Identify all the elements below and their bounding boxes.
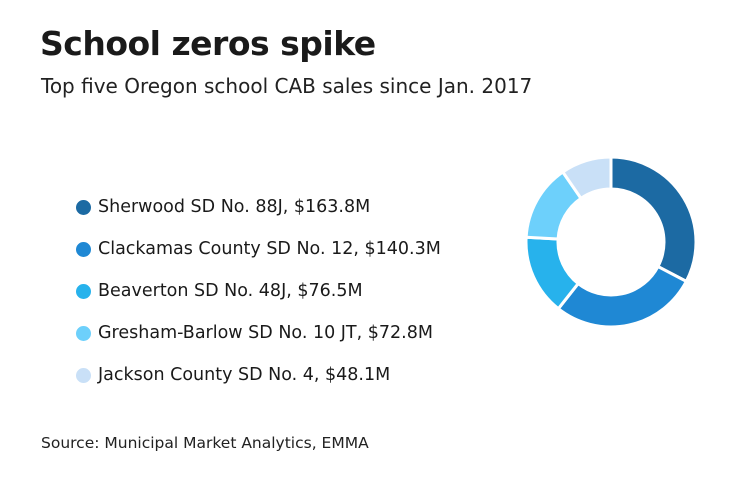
donut-slice-2 xyxy=(556,264,689,329)
source-note: Source: Municipal Market Analytics, EMMA xyxy=(41,434,369,452)
legend: Sherwood SD No. 88J, $163.8M Clackamas C… xyxy=(76,186,441,396)
legend-label: Gresham-Barlow SD No. 10 JT, $72.8M xyxy=(98,323,433,343)
legend-swatch xyxy=(76,367,91,383)
legend-item: Beaverton SD No. 48J, $76.5M xyxy=(76,270,441,312)
legend-label: Jackson County SD No. 4, $48.1M xyxy=(98,365,391,385)
legend-item: Gresham-Barlow SD No. 10 JT, $72.8M xyxy=(76,312,441,354)
legend-swatch xyxy=(76,325,91,341)
legend-label: Clackamas County SD No. 12, $140.3M xyxy=(98,239,441,259)
legend-label: Beaverton SD No. 48J, $76.5M xyxy=(98,281,363,301)
legend-swatch xyxy=(76,283,91,299)
donut-slice-1 xyxy=(609,155,698,284)
chart-title: School zeros spike xyxy=(40,24,376,63)
legend-swatch xyxy=(76,241,91,257)
legend-swatch xyxy=(76,199,91,215)
legend-item: Clackamas County SD No. 12, $140.3M xyxy=(76,228,441,270)
donut-slice-5 xyxy=(560,155,613,201)
legend-item: Jackson County SD No. 4, $48.1M xyxy=(76,354,441,396)
legend-item: Sherwood SD No. 88J, $163.8M xyxy=(76,186,441,228)
legend-label: Sherwood SD No. 88J, $163.8M xyxy=(98,197,371,217)
chart-subtitle: Top five Oregon school CAB sales since J… xyxy=(41,74,533,98)
